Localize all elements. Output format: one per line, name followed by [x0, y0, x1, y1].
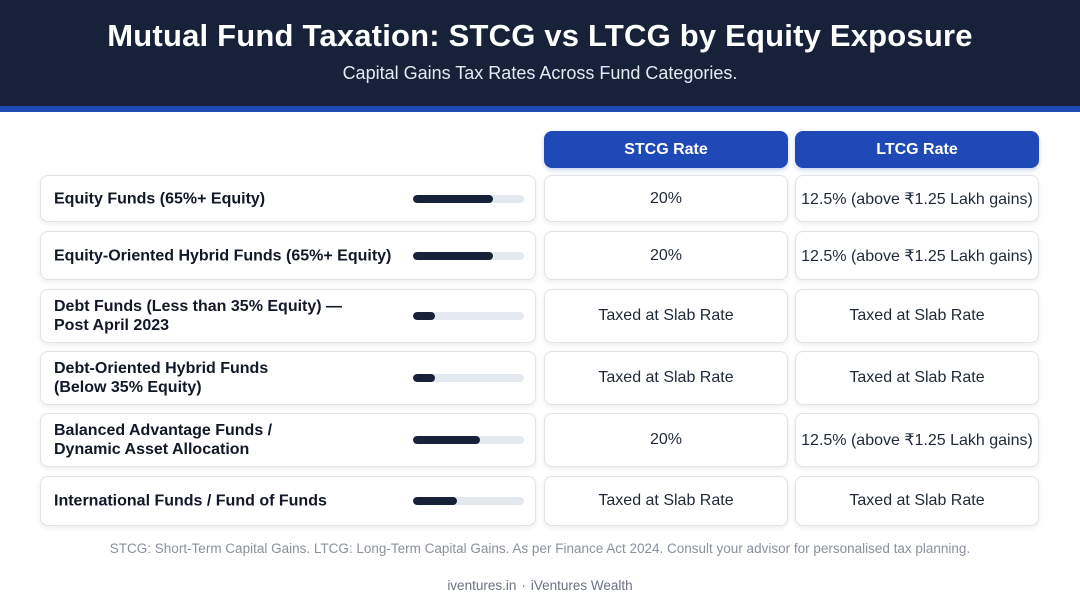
- category-name-line: Balanced Advantage Funds /: [54, 422, 273, 439]
- equity-exposure-fill: [413, 312, 436, 320]
- equity-exposure-bar: [413, 194, 524, 203]
- ltcg-rate-value: 12.5% (above ₹1.25 Lakh gains): [801, 247, 1033, 265]
- category-name-line: Post April 2023: [54, 317, 170, 334]
- stcg-cell: 20%: [544, 413, 788, 467]
- equity-exposure-bar: [413, 374, 524, 382]
- stcg-cell: 20%: [544, 175, 788, 222]
- stcg-rate-value: 20%: [649, 189, 683, 207]
- category-name-line: Equity Funds (65%+ Equity): [54, 190, 266, 207]
- equity-exposure-fill: [413, 374, 436, 382]
- ltcg-cell: Taxed at Slab Rate: [795, 289, 1039, 343]
- equity-exposure-bar: [413, 312, 524, 320]
- table-row: Equity-Oriented Hybrid Funds (65%+ Equit…: [0, 231, 1080, 280]
- category-name-line: International Funds / Fund of Funds: [54, 492, 327, 510]
- ltcg-cell: 12.5% (above ₹1.25 Lakh gains): [795, 231, 1039, 280]
- table-row: Balanced Advantage Funds / Dynamic Asset …: [0, 413, 1080, 467]
- stcg-rate-value: Taxed at Slab Rate: [598, 369, 734, 386]
- ltcg-cell: 12.5% (above ₹1.25 Lakh gains): [795, 413, 1039, 467]
- equity-exposure-fill: [413, 436, 480, 444]
- equity-exposure-fill: [413, 497, 458, 505]
- stcg-cell: 20%: [544, 231, 788, 280]
- ltcg-cell: Taxed at Slab Rate: [795, 351, 1039, 405]
- table-row: Debt Funds (Less than 35% Equity) — Post …: [0, 289, 1080, 343]
- stcg-cell: Taxed at Slab Rate: [544, 476, 788, 526]
- ltcg-rate-value: Taxed at Slab Rate: [849, 369, 985, 386]
- category-cell: Debt-Oriented Hybrid Funds (Below 35% Equ…: [40, 351, 536, 405]
- ltcg-rate-value: 12.5% (above ₹1.25 Lakh gains): [801, 190, 1033, 208]
- category-name: International Funds / Fund of Funds: [54, 492, 399, 511]
- ltcg-rate-value: 12.5% (above ₹1.25 Lakh gains): [801, 432, 1033, 449]
- category-name-line: Debt-Oriented Hybrid Funds: [54, 360, 269, 377]
- category-cell: Balanced Advantage Funds / Dynamic Asset …: [40, 413, 536, 467]
- category-name: Equity-Oriented Hybrid Funds (65%+ Equit…: [54, 246, 399, 265]
- stcg-rate-value: 20%: [649, 246, 683, 264]
- stcg-rate-value: Taxed at Slab Rate: [598, 492, 734, 509]
- header-accent-stripe: [0, 106, 1080, 112]
- stcg-rate-value: Taxed at Slab Rate: [598, 307, 734, 324]
- ltcg-cell: 12.5% (above ₹1.25 Lakh gains): [795, 175, 1039, 222]
- page-title: Mutual Fund Taxation: STCG vs LTCG by Eq…: [107, 18, 973, 53]
- category-name: Debt-Oriented Hybrid Funds (Below 35% Equ…: [54, 359, 399, 397]
- category-cell: Equity Funds (65%+ Equity): [40, 175, 536, 222]
- column-header-ltcg: LTCG Rate: [795, 131, 1039, 168]
- category-name-line: (Below 35% Equity): [54, 379, 202, 396]
- footer-separator: ·: [521, 578, 526, 593]
- column-header-stcg: STCG Rate: [544, 131, 788, 168]
- footnote: STCG: Short-Term Capital Gains. LTCG: Lo…: [109, 541, 971, 556]
- category-name-line: Equity-Oriented Hybrid Funds (65%+ Equit…: [54, 247, 392, 264]
- equity-exposure-bar: [413, 436, 524, 444]
- stcg-rate-value: 20%: [649, 431, 683, 448]
- footer: iventures.in · iVentures Wealth: [0, 578, 1080, 593]
- ltcg-rate-value: Taxed at Slab Rate: [849, 492, 985, 509]
- ltcg-rate-value: Taxed at Slab Rate: [849, 307, 985, 324]
- category-name-line: Dynamic Asset Allocation: [54, 441, 250, 458]
- category-name: Equity Funds (65%+ Equity): [54, 189, 399, 208]
- table-row: International Funds / Fund of Funds Taxed…: [0, 476, 1080, 526]
- category-name-line: Debt Funds (Less than 35% Equity) —: [54, 298, 343, 315]
- table-row: Debt-Oriented Hybrid Funds (Below 35% Equ…: [0, 351, 1080, 405]
- equity-exposure-fill: [413, 251, 493, 260]
- category-name: Balanced Advantage Funds / Dynamic Asset …: [54, 421, 399, 459]
- table-row: Equity Funds (65%+ Equity) 20% 12.5% (abov…: [0, 175, 1080, 222]
- ltcg-cell: Taxed at Slab Rate: [795, 476, 1039, 526]
- footer-brand: iVentures Wealth: [530, 578, 633, 593]
- stcg-cell: Taxed at Slab Rate: [544, 351, 788, 405]
- page-subtitle: Capital Gains Tax Rates Across Fund Cate…: [342, 63, 738, 83]
- header-banner: Mutual Fund Taxation: STCG vs LTCG by Eq…: [0, 0, 1080, 106]
- category-cell: Equity-Oriented Hybrid Funds (65%+ Equit…: [40, 231, 536, 280]
- stcg-cell: Taxed at Slab Rate: [544, 289, 788, 343]
- category-cell: International Funds / Fund of Funds: [40, 476, 536, 526]
- equity-exposure-bar: [413, 497, 524, 505]
- equity-exposure-fill: [413, 194, 493, 203]
- category-cell: Debt Funds (Less than 35% Equity) — Post …: [40, 289, 536, 343]
- equity-exposure-bar: [413, 251, 524, 260]
- footer-site: iventures.in: [447, 578, 517, 593]
- category-name: Debt Funds (Less than 35% Equity) — Post …: [54, 297, 399, 335]
